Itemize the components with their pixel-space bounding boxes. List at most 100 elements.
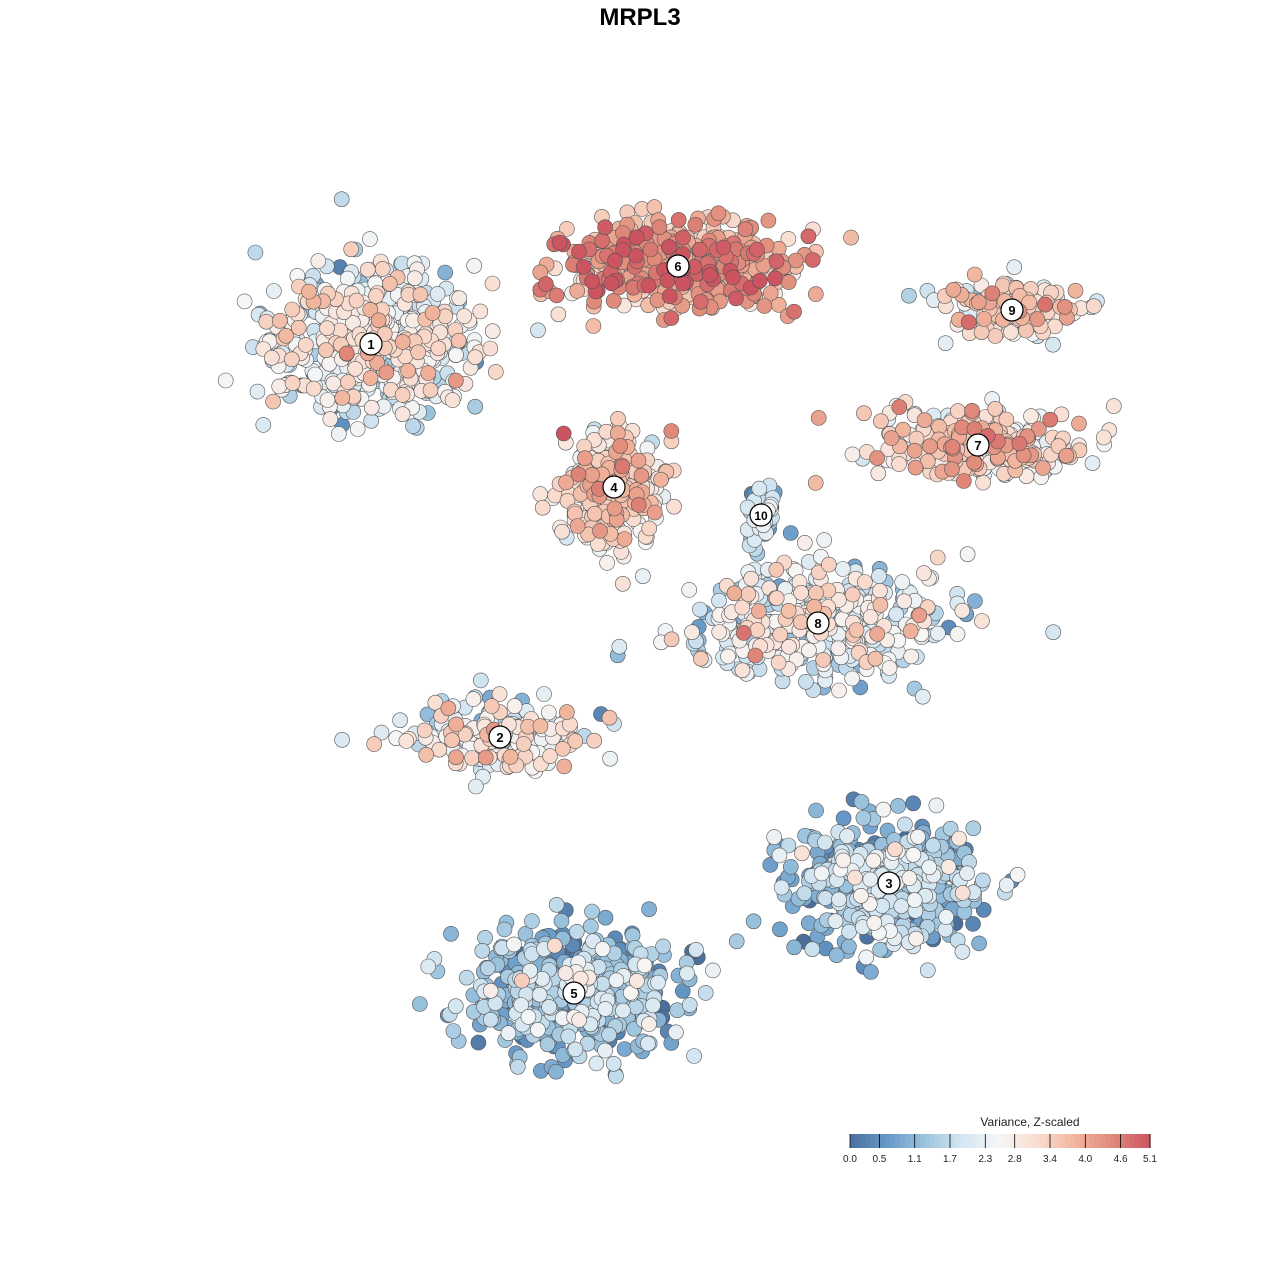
data-point	[420, 365, 437, 381]
data-point	[675, 275, 691, 292]
data-point	[451, 290, 468, 307]
data-point	[914, 688, 931, 705]
data-point	[975, 872, 991, 889]
data-point	[290, 319, 307, 336]
data-point	[555, 425, 572, 442]
data-point	[801, 642, 817, 659]
data-point	[554, 741, 571, 757]
data-point	[906, 442, 923, 459]
data-point	[394, 387, 411, 403]
data-point	[318, 342, 334, 359]
data-point	[684, 624, 700, 641]
cluster-label: 3	[877, 871, 901, 895]
data-point	[319, 392, 336, 408]
data-point	[615, 1002, 631, 1019]
data-point	[338, 345, 355, 362]
data-point	[594, 233, 610, 249]
data-point	[607, 252, 623, 269]
data-point	[815, 652, 832, 668]
data-point	[954, 602, 971, 619]
data-point	[1037, 296, 1053, 313]
data-point	[608, 972, 625, 989]
data-point	[965, 820, 982, 837]
data-point	[681, 582, 698, 598]
data-point	[971, 935, 987, 952]
data-point	[427, 694, 444, 711]
data-point	[400, 362, 416, 379]
data-point	[570, 466, 587, 483]
data-point	[597, 909, 614, 926]
data-point	[940, 859, 957, 875]
data-point	[847, 869, 863, 886]
data-point	[954, 943, 971, 960]
data-point	[894, 574, 911, 590]
legend-color-step	[1030, 1134, 1036, 1148]
data-point	[483, 698, 500, 714]
data-point	[635, 568, 651, 585]
data-point	[340, 374, 356, 390]
legend-tick-label: 1.7	[943, 1154, 957, 1165]
data-point	[554, 523, 570, 540]
data-point	[447, 998, 464, 1015]
data-point	[584, 467, 600, 483]
legend-tick-label: 0.5	[872, 1154, 886, 1165]
data-point	[670, 212, 687, 228]
data-point	[930, 625, 946, 642]
data-point	[347, 360, 364, 377]
data-point	[844, 586, 861, 603]
data-point	[310, 253, 327, 269]
data-point	[1042, 411, 1058, 428]
data-point	[515, 736, 532, 752]
data-point	[411, 996, 428, 1012]
data-point	[772, 921, 788, 938]
data-point	[422, 382, 439, 399]
legend-color-step	[1060, 1134, 1066, 1148]
cluster-label: 9	[1000, 298, 1024, 322]
legend-color-step	[920, 1134, 926, 1148]
data-point	[762, 857, 779, 873]
data-point	[524, 913, 540, 929]
data-point	[271, 312, 288, 329]
data-point	[749, 241, 765, 258]
data-point	[297, 337, 314, 353]
data-points	[217, 191, 1122, 1084]
data-point	[1006, 259, 1023, 276]
data-point	[987, 328, 1004, 344]
legend-color-step	[1040, 1134, 1046, 1148]
data-point	[735, 625, 752, 641]
legend-tick-label: 2.8	[1008, 1154, 1022, 1165]
data-point	[862, 609, 879, 625]
data-point	[816, 532, 833, 548]
data-point	[702, 267, 718, 284]
data-point	[686, 1048, 702, 1064]
data-point	[263, 349, 280, 366]
data-point	[568, 923, 585, 940]
data-point	[597, 1042, 613, 1059]
data-point	[569, 518, 586, 534]
data-point	[532, 486, 549, 502]
data-point	[602, 750, 618, 767]
cluster-label: 6	[666, 254, 690, 278]
data-point	[373, 724, 390, 741]
data-point	[487, 364, 504, 380]
data-point	[835, 852, 852, 869]
data-point	[692, 650, 709, 667]
data-point	[612, 437, 629, 454]
data-point	[265, 283, 282, 299]
data-point	[468, 778, 484, 795]
data-point	[804, 252, 821, 268]
data-point	[500, 1025, 517, 1041]
data-point	[467, 349, 484, 366]
cluster-label: 10	[749, 503, 773, 527]
data-point	[378, 364, 395, 381]
data-point	[1057, 298, 1073, 315]
data-point	[448, 716, 465, 733]
data-point	[509, 1059, 526, 1075]
data-point	[887, 841, 903, 858]
data-point	[548, 896, 565, 913]
data-point	[905, 795, 922, 812]
data-point	[616, 1041, 633, 1057]
data-point	[965, 916, 981, 932]
data-point	[322, 411, 339, 427]
